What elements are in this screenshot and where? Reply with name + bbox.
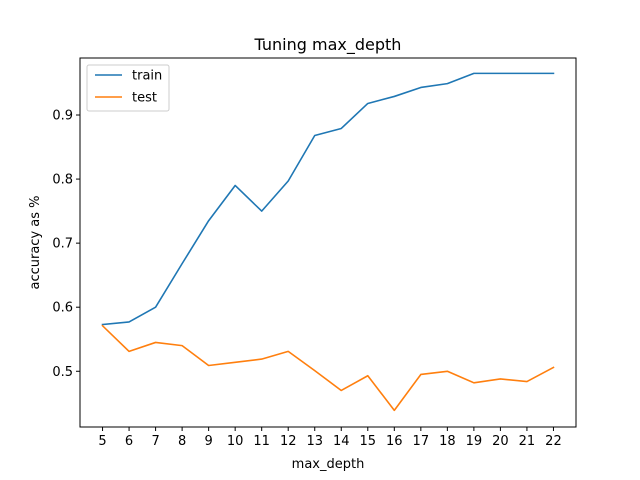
- series-layer: [101, 72, 555, 412]
- x-tick-label: 11: [253, 434, 270, 449]
- x-tick-label: 9: [205, 434, 213, 449]
- series-line-test: [101, 324, 555, 412]
- x-tick-label: 21: [519, 434, 536, 449]
- x-tick-label: 6: [125, 434, 133, 449]
- y-tick-label: 0.9: [52, 109, 73, 124]
- y-tick-label: 0.5: [52, 365, 73, 380]
- y-axis-title: accuracy as %: [28, 195, 43, 289]
- x-tick-label: 7: [151, 434, 159, 449]
- legend-box: [86, 64, 170, 112]
- y-tick-label: 0.6: [52, 301, 73, 316]
- x-tick-label: 8: [178, 434, 186, 449]
- x-tick-label: 10: [227, 434, 244, 449]
- x-axis: 5 6 7 8 9 10 11 12 13 14 15 16 17 18 19 20 21 22: [98, 427, 562, 449]
- plot-frame: [79, 57, 577, 428]
- series-line-train: [101, 72, 555, 326]
- x-axis-title: max_depth: [292, 457, 365, 472]
- chart-title: Tuning max_depth: [254, 35, 402, 55]
- y-axis: 0.5 0.6 0.7 0.8 0.9: [52, 109, 80, 380]
- x-tick-label: 18: [439, 434, 456, 449]
- x-tick-label: 22: [545, 434, 562, 449]
- y-tick-label: 0.7: [52, 237, 73, 252]
- x-tick-label: 14: [333, 434, 350, 449]
- legend: train test: [86, 64, 170, 112]
- plot-area: [80, 58, 576, 427]
- legend-label-test: test: [132, 91, 157, 106]
- x-tick-label: 13: [306, 434, 323, 449]
- x-tick-label: 19: [466, 434, 483, 449]
- x-tick-label: 16: [386, 434, 403, 449]
- x-tick-label: 17: [413, 434, 430, 449]
- y-tick-label: 0.8: [52, 173, 73, 188]
- x-tick-label: 20: [492, 434, 509, 449]
- x-tick-label: 15: [360, 434, 377, 449]
- legend-label-train: train: [132, 69, 162, 84]
- x-tick-label: 12: [280, 434, 297, 449]
- x-tick-label: 5: [98, 434, 106, 449]
